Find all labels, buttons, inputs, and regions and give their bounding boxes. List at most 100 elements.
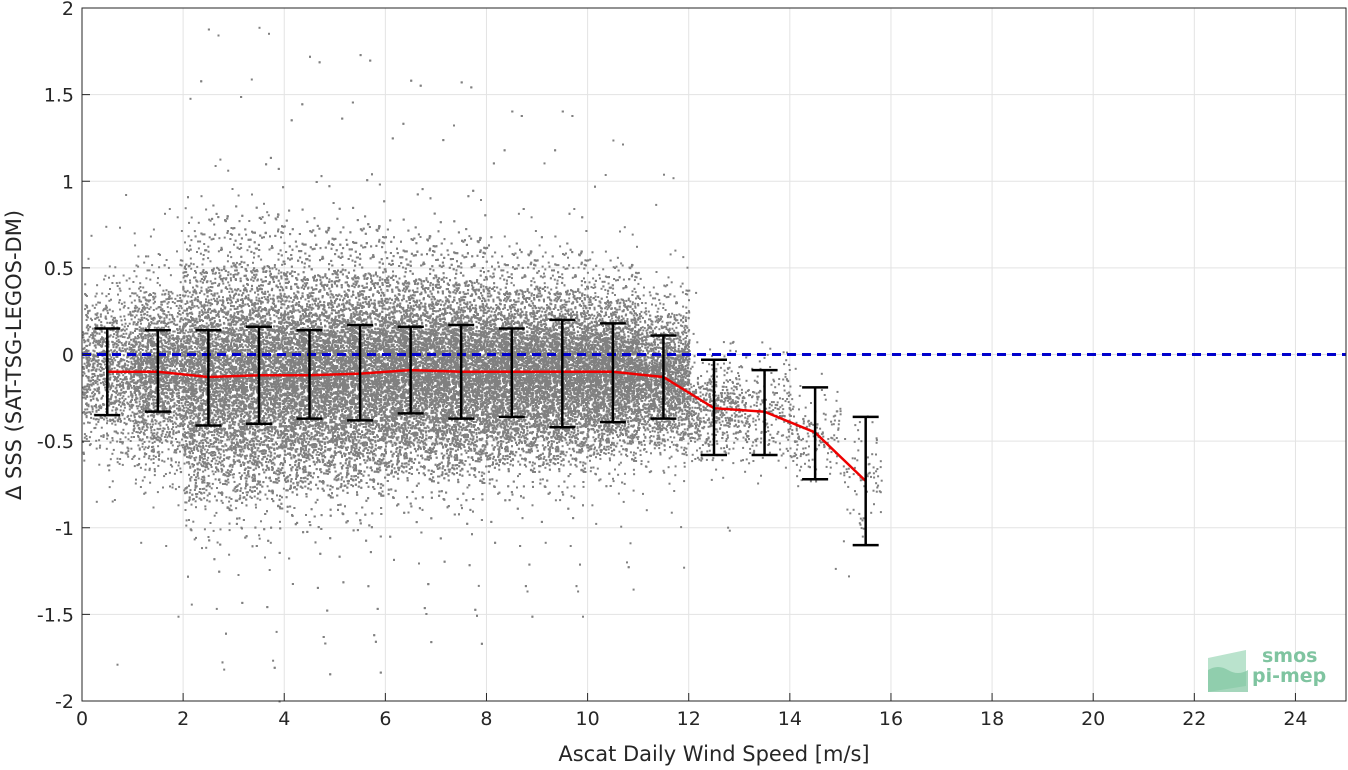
scatter-point-1698 <box>176 404 178 406</box>
scatter-point-4612 <box>232 427 234 429</box>
scatter-point-2690 <box>150 363 152 365</box>
scatter-point-4378 <box>202 439 204 441</box>
scatter-point-405 <box>109 486 111 488</box>
scatter-point-1009 <box>94 307 96 309</box>
scatter-point-2231 <box>134 416 136 418</box>
scatter-point-2366 <box>173 392 175 394</box>
scatter-point-4440 <box>194 410 196 412</box>
scatter-point-4625 <box>215 272 217 274</box>
scatter-point-1222 <box>163 359 165 361</box>
scatter-point-2823 <box>182 286 184 288</box>
scatter-point-861 <box>88 380 90 382</box>
scatter-point-1702 <box>155 456 157 458</box>
scatter-point-4858 <box>227 302 229 304</box>
scatter-point-4519 <box>210 304 212 306</box>
scatter-point-1027 <box>123 354 125 356</box>
scatter-point-2785 <box>172 376 174 378</box>
scatter-point-4729 <box>192 303 194 305</box>
scatter-point-2477 <box>144 380 146 382</box>
scatter-point-2504 <box>135 483 137 485</box>
scatter-point-937 <box>127 415 129 417</box>
scatter-point-3989 <box>195 457 197 459</box>
scatter-point-4918 <box>189 279 191 281</box>
scatter-point-1913 <box>158 266 160 268</box>
scatter-point-256 <box>84 386 86 388</box>
scatter-point-2735 <box>148 308 150 310</box>
scatter-point-2146 <box>163 310 165 312</box>
scatter-point-4806 <box>214 515 216 517</box>
scatter-point-2348 <box>149 326 151 328</box>
scatter-point-2858 <box>162 393 164 395</box>
scatter-point-553 <box>122 452 124 454</box>
scatter-point-858 <box>129 334 131 336</box>
scatter-point-2699 <box>161 346 163 348</box>
scatter-point-2436 <box>152 424 154 426</box>
scatter-point-4088 <box>208 475 210 477</box>
scatter-point-390 <box>114 391 116 393</box>
scatter-point-2754 <box>173 343 175 345</box>
scatter-point-1062 <box>174 473 176 475</box>
scatter-point-3633 <box>207 304 209 306</box>
scatter-point-2805 <box>157 491 159 493</box>
scatter-point-4952 <box>185 432 187 434</box>
scatter-point-4617 <box>213 530 215 532</box>
scatter-point-2406 <box>162 312 164 314</box>
scatter-point-4582 <box>233 244 235 246</box>
scatter-point-892 <box>84 340 86 342</box>
scatter-point-4061 <box>191 504 193 506</box>
scatter-point-1737 <box>164 401 166 403</box>
scatter-point-1571 <box>172 444 174 446</box>
scatter-point-2634 <box>134 300 136 302</box>
scatter-point-4705 <box>229 497 231 499</box>
scatter-point-1774 <box>171 345 173 347</box>
scatter-point-993 <box>112 361 114 363</box>
scatter-point-1860 <box>170 347 172 349</box>
scatter-point-2732 <box>154 327 156 329</box>
scatter-point-2703 <box>161 304 163 306</box>
scatter-point-2840 <box>140 431 142 433</box>
scatter-point-2458 <box>175 337 177 339</box>
scatter-point-912 <box>92 336 94 338</box>
scatter-point-3510 <box>190 98 192 100</box>
scatter-point-2562 <box>176 342 178 344</box>
scatter-point-1839 <box>167 347 169 349</box>
scatter-point-4277 <box>229 529 231 531</box>
scatter-point-806 <box>107 312 109 314</box>
scatter-point-3856 <box>234 481 236 483</box>
scatter-point-396 <box>131 387 133 389</box>
scatter-point-3857 <box>228 284 230 286</box>
scatter-point-3507 <box>205 547 207 549</box>
scatter-point-658 <box>84 394 86 396</box>
scatter-point-4290 <box>197 241 199 243</box>
scatter-point-902 <box>84 409 86 411</box>
scatter-point-117 <box>104 275 106 277</box>
scatter-point-47 <box>121 303 123 305</box>
scatter-point-674 <box>114 378 116 380</box>
scatter-point-2597 <box>145 408 147 410</box>
scatter-point-2718 <box>154 293 156 295</box>
scatter-point-1173 <box>153 229 155 231</box>
scatter-point-2412 <box>146 314 148 316</box>
scatter-point-376 <box>120 405 122 407</box>
scatter-point-967 <box>83 388 85 390</box>
scatter-point-2467 <box>161 376 163 378</box>
scatter-point-2640 <box>160 439 162 441</box>
scatter-point-2672 <box>181 439 183 441</box>
scatter-point-2601 <box>149 293 151 295</box>
scatter-point-1761 <box>179 442 181 444</box>
scatter-point-51 <box>113 333 115 335</box>
scatter-point-507 <box>109 265 111 267</box>
scatter-point-4589 <box>220 436 222 438</box>
scatter-point-906 <box>92 355 94 357</box>
scatter-point-4721 <box>199 488 201 490</box>
scatter-point-2637 <box>151 345 153 347</box>
scatter-point-4829 <box>215 438 217 440</box>
scatter-point-4521 <box>199 313 201 315</box>
scatter-point-2577 <box>149 269 151 271</box>
scatter-point-1008 <box>94 332 96 334</box>
scatter-point-765 <box>110 322 112 324</box>
scatter-point-777 <box>130 339 132 341</box>
scatter-point-4703 <box>216 379 218 381</box>
scatter-point-1248 <box>154 301 156 303</box>
scatter-point-2790 <box>139 394 141 396</box>
